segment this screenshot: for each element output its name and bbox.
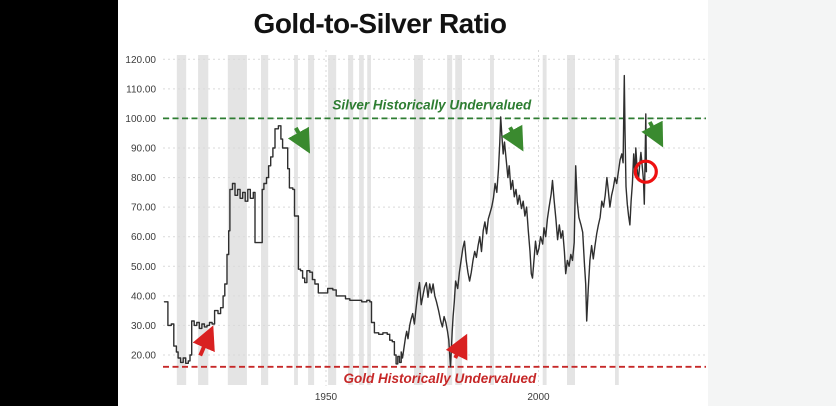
down-arrow-1991-peak-icon	[501, 124, 524, 152]
recession-band	[176, 55, 187, 385]
recession-band	[367, 55, 371, 385]
y-tick-label: 100.00	[125, 114, 156, 125]
right-margin-area	[708, 0, 836, 406]
recession-band	[348, 55, 354, 385]
recession-band	[455, 55, 462, 385]
y-tick-label: 30.00	[131, 321, 156, 332]
up-arrow-1920s-low-icon	[192, 325, 215, 357]
recession-band	[490, 55, 494, 385]
y-tick-label: 50.00	[131, 262, 156, 273]
gold-historically-undervalued-label: Gold Historically Undervalued	[344, 371, 538, 386]
recession-band	[227, 55, 247, 385]
y-tick-label: 90.00	[131, 144, 156, 155]
y-tick-label: 120.00	[125, 55, 156, 66]
letterbox-left-bar	[0, 0, 118, 406]
recession-band	[447, 55, 453, 385]
x-tick-label: 2000	[527, 392, 550, 403]
y-tick-label: 80.00	[131, 173, 156, 184]
y-tick-label: 40.00	[131, 291, 156, 302]
recession-band	[359, 55, 364, 385]
up-arrow-1980-low-icon	[445, 333, 468, 361]
y-tick-label: 60.00	[131, 232, 156, 243]
x-tick-label: 1950	[315, 392, 338, 403]
recession-band	[414, 55, 423, 385]
down-arrow-1940s-peak-icon	[287, 126, 311, 154]
recession-band	[615, 55, 619, 385]
y-tick-label: 110.00	[126, 84, 156, 95]
recession-band	[308, 55, 315, 385]
recession-band	[261, 55, 269, 385]
down-arrow-2025-peak-icon	[641, 120, 664, 148]
chart-title: Gold-to-Silver Ratio	[253, 8, 507, 39]
recession-band	[542, 55, 547, 385]
y-tick-label: 70.00	[131, 203, 156, 214]
current-value-circle-icon	[633, 159, 658, 184]
recession-band	[198, 55, 209, 385]
recession-band	[294, 55, 298, 385]
silver-historically-undervalued-label: Silver Historically Undervalued	[332, 97, 532, 112]
recession-band	[567, 55, 575, 385]
y-tick-label: 20.00	[131, 351, 156, 362]
recession-band	[328, 55, 337, 385]
ratio-series-line	[163, 74, 648, 368]
